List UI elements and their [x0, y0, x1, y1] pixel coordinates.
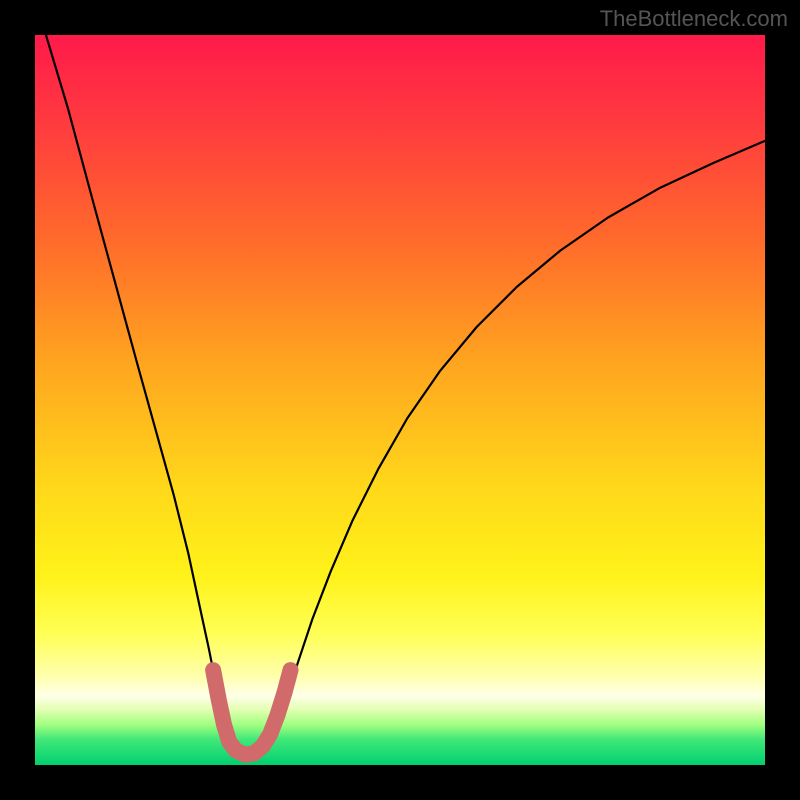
watermark-text: TheBottleneck.com	[600, 6, 788, 32]
chart-frame: TheBottleneck.com	[0, 0, 800, 800]
plot-area	[35, 35, 765, 765]
gradient-background	[35, 35, 765, 765]
bottleneck-curve-chart	[35, 35, 765, 765]
